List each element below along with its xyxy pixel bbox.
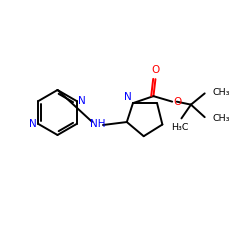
- Text: NH: NH: [90, 119, 105, 129]
- Text: H₃C: H₃C: [172, 123, 189, 132]
- Text: N: N: [78, 96, 86, 106]
- Text: CH₃: CH₃: [212, 114, 230, 123]
- Text: O: O: [174, 97, 182, 107]
- Text: CH₃: CH₃: [212, 88, 230, 97]
- Text: O: O: [151, 65, 160, 75]
- Text: N: N: [29, 119, 36, 129]
- Text: N: N: [124, 92, 132, 102]
